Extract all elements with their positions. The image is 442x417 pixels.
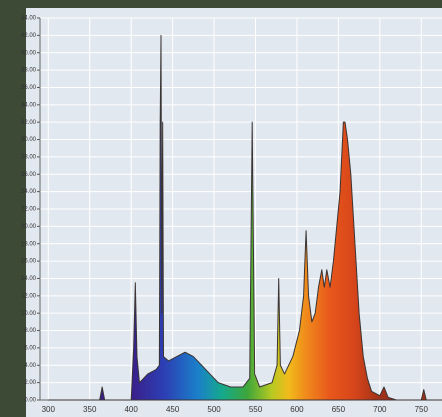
y-tick-label: 10.00 [21,311,37,317]
x-tick-label: 450 [166,405,180,414]
y-tick-label: 44.00 [21,16,37,22]
y-tick-label: 42.00 [21,33,37,39]
y-tick-label: 22.00 [21,207,37,213]
y-tick-label: 18.00 [21,241,37,247]
y-tick-label: 20.00 [21,224,37,230]
x-tick-label: 700 [373,405,387,414]
y-tick-label: 8.00 [24,328,36,334]
x-tick-label: 750 [415,405,429,414]
y-tick-label: 34.00 [21,102,37,108]
x-tick-label: 500 [207,405,221,414]
y-tick-label: 26.00 [21,172,37,178]
y-tick-label: 16.00 [21,259,37,265]
y-tick-label: 6.00 [24,345,36,351]
y-tick-label: 32.00 [21,120,37,126]
y-tick-label: 4.00 [24,363,36,369]
y-tick-label: 38.00 [21,68,37,74]
x-tick-label: 600 [290,405,304,414]
y-tick-label: 36.00 [21,85,37,91]
x-tick-label: 550 [249,405,263,414]
y-tick-label: 24.00 [21,189,37,195]
x-tick-label: 400 [124,405,138,414]
spectrum-area [47,34,442,401]
y-tick-label: 30.00 [21,137,37,143]
y-tick-label: 40.00 [21,50,37,56]
x-tick-label: 300 [42,405,56,414]
y-tick-label: 0.00 [24,398,36,404]
plot-panel [26,8,442,417]
x-tick-label: 650 [332,405,346,414]
y-tick-label: 2.00 [24,380,36,386]
y-tick-label: 14.00 [21,276,37,282]
x-tick-label: 350 [83,405,97,414]
y-tick-label: 28.00 [21,154,37,160]
y-tick-label: 12.00 [21,293,37,299]
